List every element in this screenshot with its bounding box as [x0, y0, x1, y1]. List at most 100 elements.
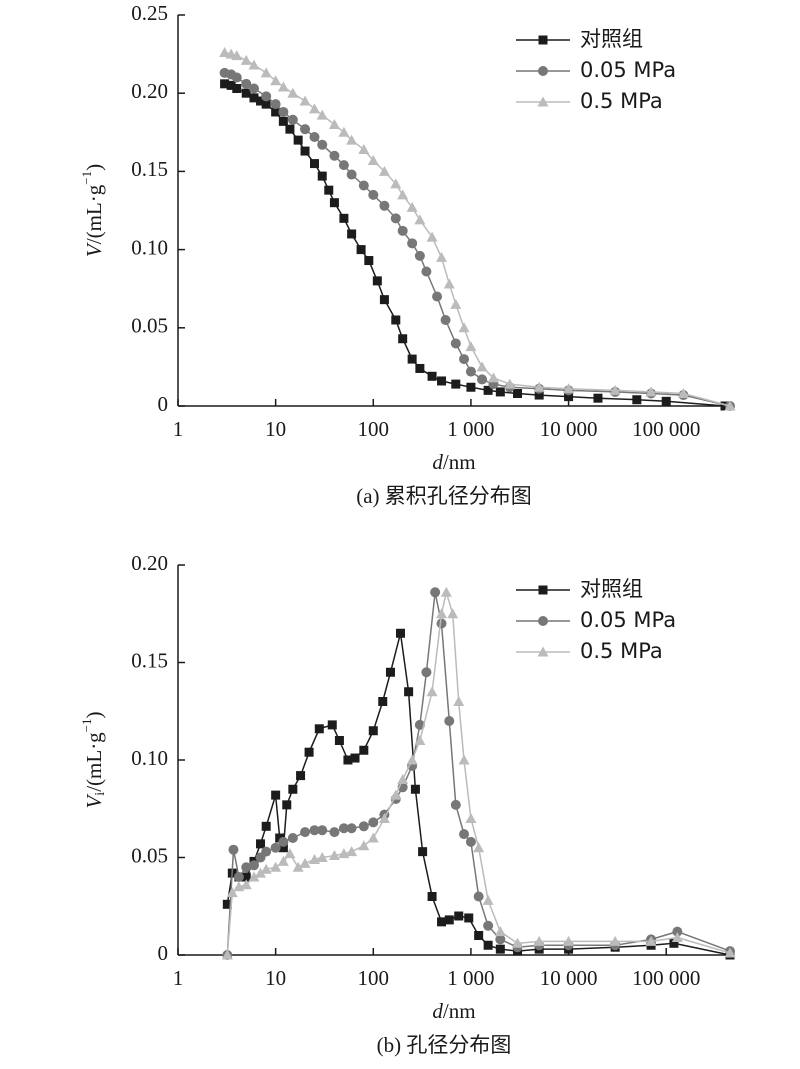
- marker-triangle: [248, 59, 260, 70]
- marker-square: [564, 392, 574, 402]
- marker-square: [329, 198, 339, 208]
- marker-triangle: [299, 95, 311, 106]
- marker-triangle: [260, 67, 272, 78]
- marker-triangle: [450, 298, 462, 309]
- marker-square: [632, 395, 642, 405]
- y-axis-label: Vi/(mL·g−1): [79, 711, 108, 808]
- x-label-var: d: [432, 999, 443, 1023]
- y-label-exp: −1: [79, 718, 94, 732]
- marker-square: [534, 390, 544, 400]
- legend-marker: [538, 66, 548, 76]
- marker-circle: [300, 827, 311, 838]
- marker-triangle: [414, 735, 426, 745]
- marker-triangle: [367, 154, 379, 165]
- y-label-close: ): [82, 711, 106, 718]
- marker-triangle: [277, 855, 289, 866]
- marker-square: [427, 892, 437, 901]
- marker-triangle: [473, 842, 485, 853]
- marker-square: [474, 931, 484, 940]
- marker-square: [669, 938, 679, 948]
- marker-square: [483, 385, 493, 395]
- marker-circle: [309, 825, 320, 836]
- marker-circle: [248, 860, 259, 871]
- marker-triangle: [270, 75, 282, 86]
- marker-square: [271, 790, 281, 800]
- marker-circle: [397, 225, 408, 236]
- marker-circle: [346, 823, 357, 834]
- marker-circle: [261, 846, 272, 857]
- marker-triangle: [378, 813, 390, 823]
- marker-square: [222, 899, 232, 909]
- marker-triangle: [533, 381, 545, 392]
- y-tick-label: 0: [158, 392, 169, 416]
- marker-triangle: [436, 608, 448, 619]
- legend-label: 0.05 MPa: [580, 608, 676, 632]
- marker-triangle: [671, 931, 683, 942]
- legend-label: 对照组: [580, 577, 643, 601]
- marker-triangle: [390, 178, 402, 189]
- marker-square: [483, 940, 493, 950]
- marker-circle: [450, 799, 461, 810]
- marker-square: [396, 628, 406, 638]
- marker-triangle: [447, 608, 459, 619]
- y-tick-label: 0.05: [131, 314, 168, 338]
- legend-marker: [538, 35, 548, 45]
- marker-square: [466, 382, 476, 392]
- x-label-unit: /nm: [443, 450, 476, 474]
- x-tick-label: 100: [358, 966, 390, 990]
- marker-square: [385, 667, 395, 677]
- marker-circle: [465, 836, 476, 847]
- marker-square: [451, 379, 461, 389]
- marker-triangle: [292, 861, 304, 872]
- marker-circle: [379, 200, 390, 211]
- legend-marker: [537, 646, 549, 657]
- marker-square: [415, 363, 425, 373]
- x-label-unit: /nm: [443, 999, 476, 1023]
- marker-square: [220, 79, 230, 89]
- marker-triangle: [677, 387, 689, 398]
- marker-triangle: [221, 949, 233, 960]
- marker-triangle: [406, 754, 418, 765]
- marker-triangle: [316, 109, 328, 120]
- marker-triangle: [226, 887, 238, 898]
- marker-circle: [672, 926, 683, 937]
- marker-triangle: [397, 774, 409, 784]
- x-tick-label: 10: [265, 966, 286, 990]
- marker-circle: [329, 827, 340, 838]
- marker-circle: [421, 667, 432, 678]
- marker-square: [232, 84, 242, 94]
- marker-triangle: [219, 47, 231, 58]
- legend-label: 对照组: [580, 27, 643, 51]
- x-tick-label: 10 000: [540, 417, 598, 441]
- marker-square: [334, 736, 344, 745]
- marker-triangle: [453, 696, 465, 706]
- marker-square: [407, 354, 417, 364]
- marker-triangle: [308, 103, 320, 114]
- marker-square: [261, 821, 271, 831]
- marker-triangle: [494, 926, 506, 937]
- x-axis-label: d/nm: [432, 450, 475, 474]
- marker-triangle: [724, 400, 736, 411]
- legend-marker: [538, 616, 548, 626]
- legend-marker: [537, 96, 549, 107]
- marker-square: [359, 745, 369, 755]
- marker-circle: [368, 817, 379, 828]
- marker-square: [241, 872, 251, 882]
- marker-triangle: [260, 863, 272, 874]
- x-tick-label: 1 000: [447, 417, 494, 441]
- y-label-var: V: [82, 242, 106, 257]
- marker-square: [282, 800, 292, 810]
- marker-square: [350, 753, 360, 763]
- marker-circle: [436, 618, 447, 629]
- marker-circle: [430, 587, 441, 598]
- series-line: [224, 72, 731, 407]
- marker-square: [427, 371, 437, 381]
- marker-square: [327, 720, 337, 730]
- caption: (b) 孔径分布图: [377, 1033, 512, 1057]
- marker-triangle: [436, 251, 448, 262]
- y-tick-label: 0: [158, 941, 169, 965]
- y-tick-label: 0.10: [131, 746, 168, 770]
- marker-circle: [473, 891, 484, 902]
- marker-circle: [317, 139, 328, 150]
- marker-triangle: [414, 214, 426, 225]
